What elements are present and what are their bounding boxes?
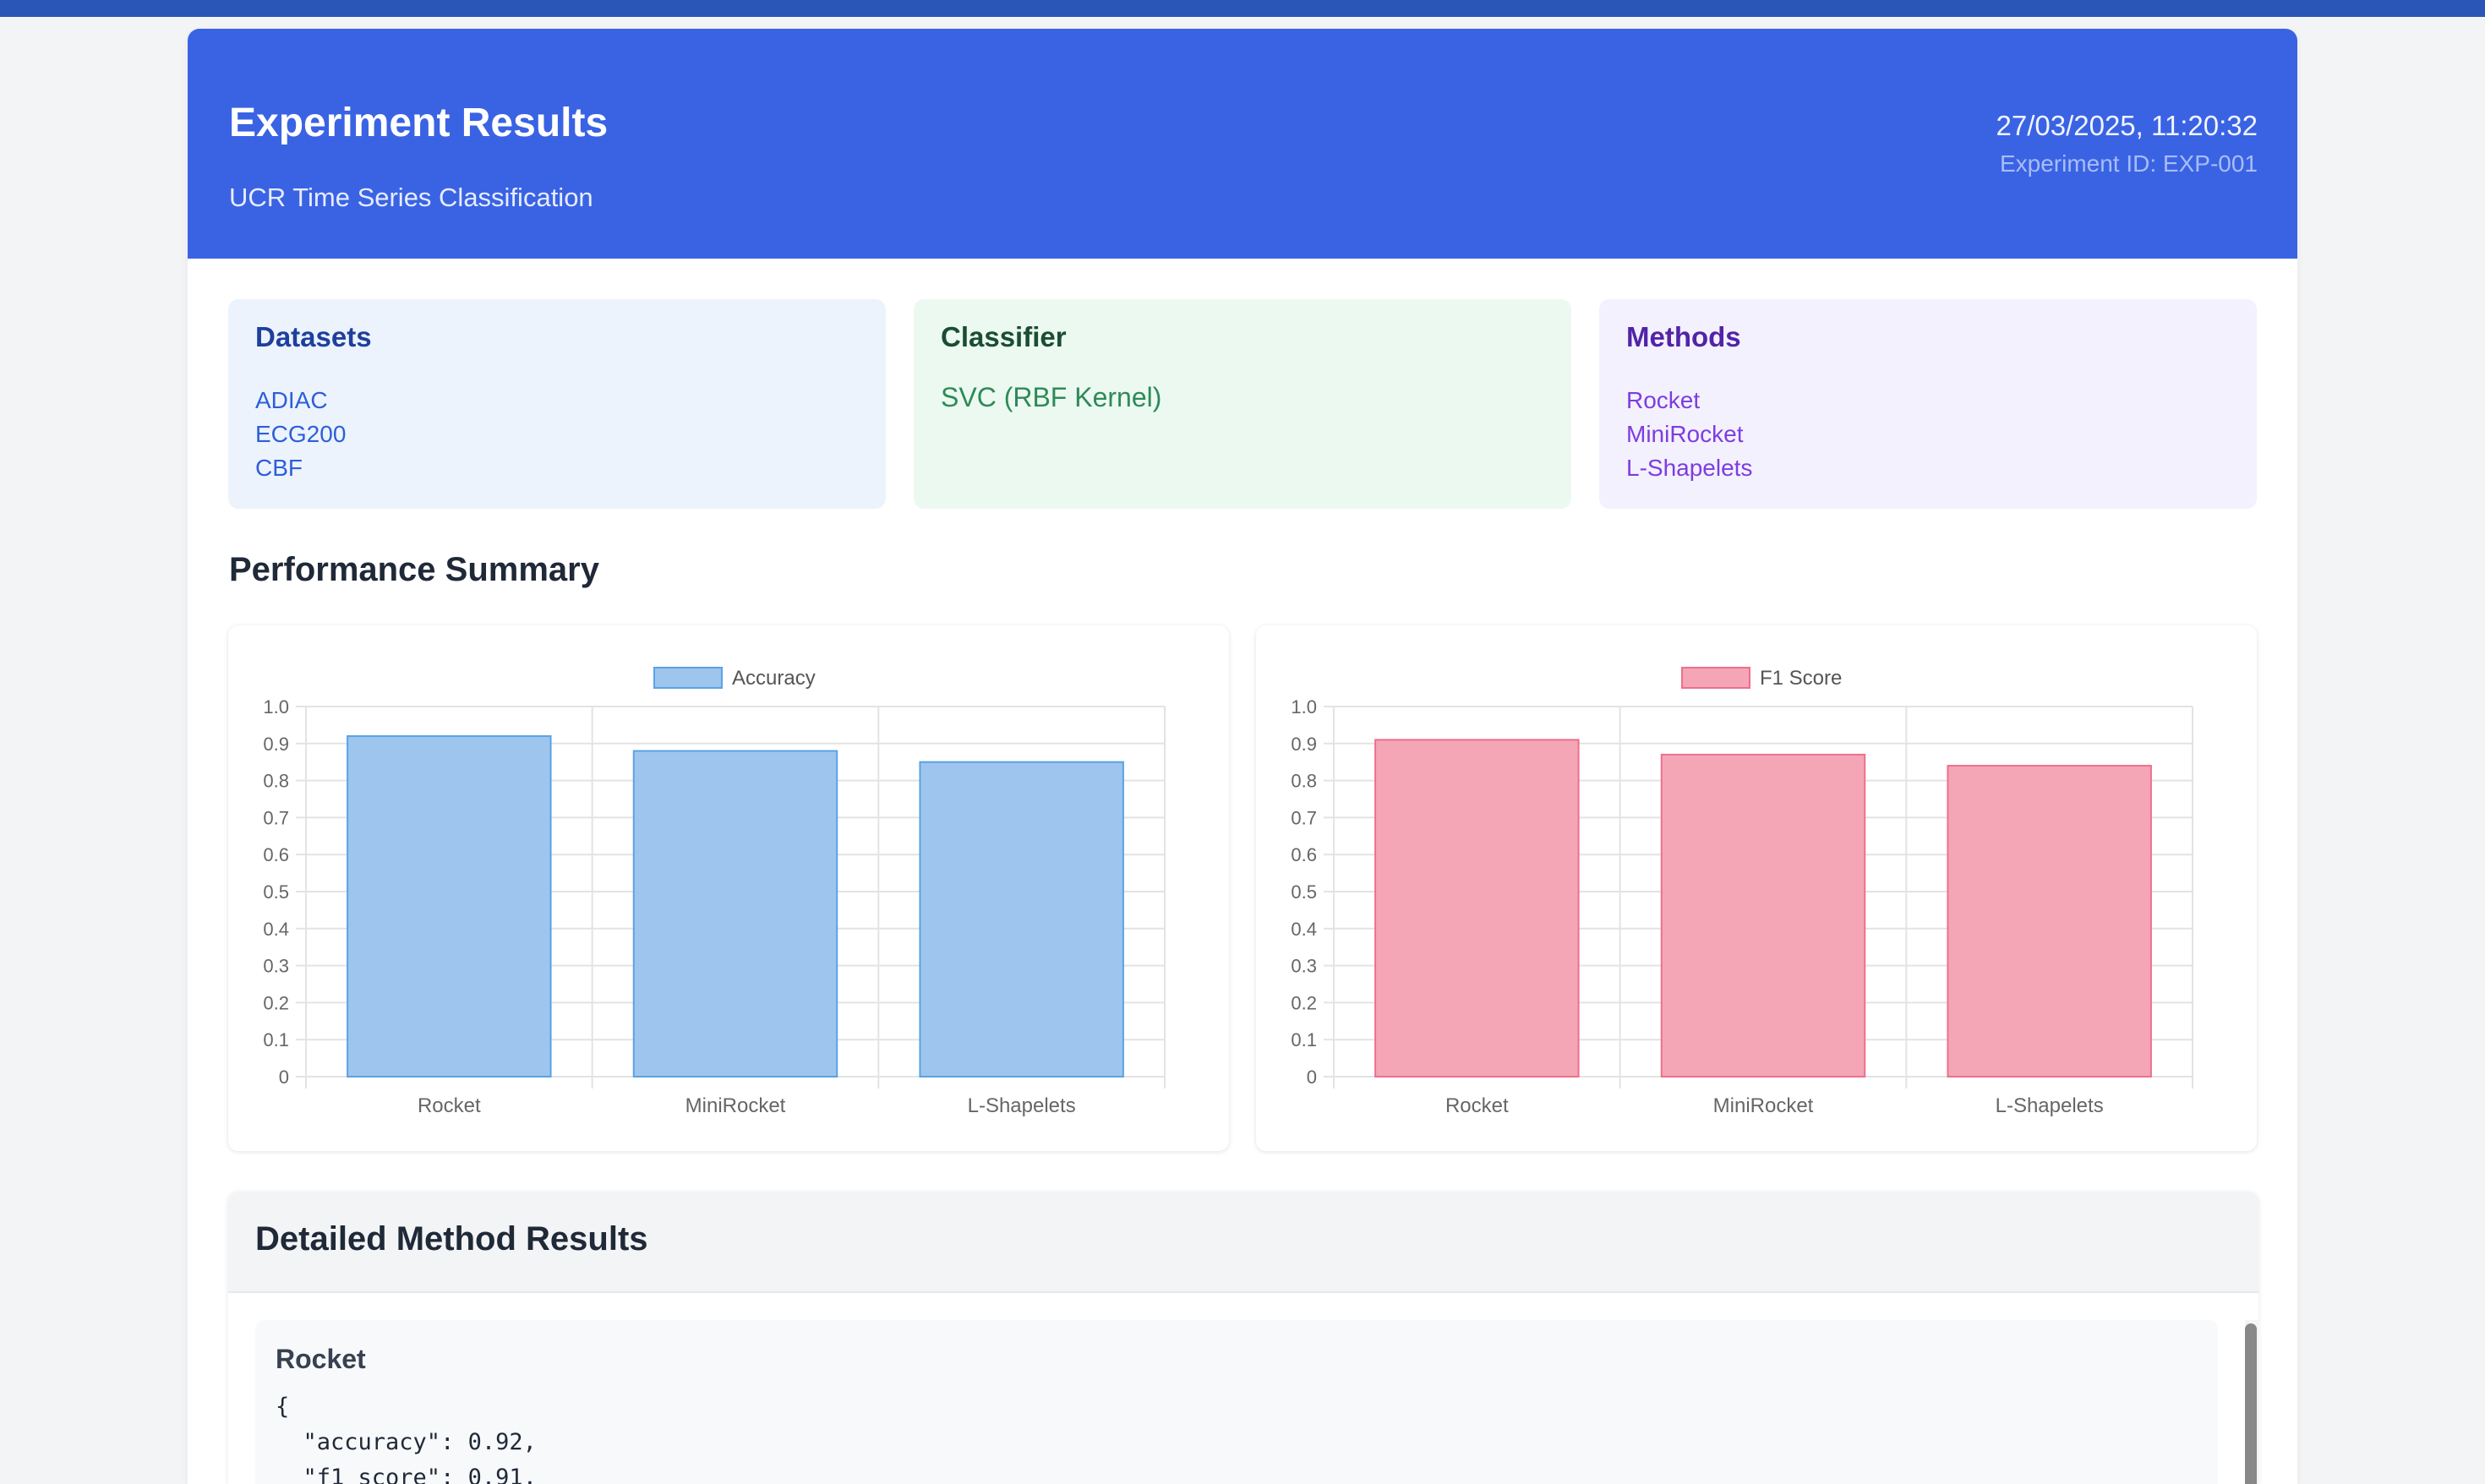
detailed-results-title: Detailed Method Results [255, 1220, 648, 1258]
y-tick-label: 0 [1307, 1067, 1317, 1088]
detailed-results-panel: Detailed Method Results Rocket { "accura… [228, 1192, 2258, 1484]
bar [632, 750, 838, 1078]
x-tick-label: Rocket [418, 1094, 481, 1117]
y-tick-label: 0.2 [263, 992, 289, 1013]
methods-panel: Methods Rocket MiniRocket L-Shapelets [1599, 299, 2257, 509]
dataset-item: CBF [255, 455, 303, 481]
x-tick-label: MiniRocket [685, 1094, 786, 1117]
dataset-item: ECG200 [255, 421, 347, 447]
performance-summary-title: Performance Summary [229, 551, 599, 588]
x-tick-label: L-Shapelets [968, 1094, 1076, 1117]
scrollbar-thumb[interactable] [2245, 1323, 2257, 1484]
x-tick-label: L-Shapelets [1996, 1094, 2104, 1117]
y-tick-label: 0.9 [1291, 734, 1317, 755]
x-tick-label: Rocket [1445, 1094, 1509, 1117]
datasets-title: Datasets [255, 321, 372, 352]
method-item: MiniRocket [1626, 421, 1744, 447]
methods-title: Methods [1626, 321, 1741, 352]
datasets-panel: Datasets ADIAC ECG200 CBF [228, 299, 886, 509]
method-result-card: Rocket { "accuracy": 0.92, "f1_score": 0… [255, 1320, 2218, 1484]
bar [1947, 765, 2152, 1078]
y-tick-label: 0.6 [1291, 844, 1317, 865]
y-tick-label: 0.5 [263, 881, 289, 903]
bar [919, 761, 1124, 1078]
classifier-panel: Classifier SVC (RBF Kernel) [914, 299, 1571, 509]
methods-list: Rocket MiniRocket L-Shapelets [1626, 384, 1752, 485]
results-card: Experiment Results UCR Time Series Class… [188, 29, 2297, 1484]
dataset-item: ADIAC [255, 387, 328, 413]
classifier-title: Classifier [941, 321, 1067, 352]
top-bar [0, 0, 2485, 17]
bar [347, 735, 552, 1078]
legend-swatch [1681, 667, 1750, 689]
y-tick-label: 0.9 [263, 734, 289, 755]
page-subtitle: UCR Time Series Classification [229, 183, 593, 212]
y-tick-label: 0.3 [263, 956, 289, 977]
y-tick-label: 0 [279, 1067, 289, 1088]
legend-swatch [653, 667, 723, 689]
y-tick-label: 0.8 [263, 771, 289, 792]
classifier-value: SVC (RBF Kernel) [941, 382, 1162, 412]
y-tick-label: 0.1 [263, 1029, 289, 1050]
page-title: Experiment Results [229, 101, 609, 145]
timestamp: 27/03/2025, 11:20:32 [1996, 110, 2258, 141]
y-tick-label: 0.8 [1291, 771, 1317, 792]
y-tick-label: 1.0 [1291, 696, 1317, 717]
json-line: "accuracy": 0.92, [276, 1429, 537, 1455]
y-tick-label: 0.6 [263, 844, 289, 865]
json-line: "f1_score": 0.91, [276, 1465, 537, 1484]
y-tick-label: 0.1 [1291, 1029, 1317, 1050]
detailed-results-header: Detailed Method Results [228, 1192, 2258, 1293]
method-result-name: Rocket [276, 1344, 366, 1374]
f1-score-chart: 0 0.1 0.2 0.3 0.4 0.5 0.6 0.7 0.8 0.9 1.0 Rocket Min… [1256, 625, 2257, 1151]
method-item: L-Shapelets [1626, 455, 1753, 481]
y-tick-label: 0.7 [263, 807, 289, 828]
accuracy-chart: 0 0.1 0.2 0.3 0.4 0.5 0.6 0.7 0.8 0.9 1.0 Rocket Min… [228, 625, 1229, 1151]
legend-label: F1 Score [1760, 667, 1842, 690]
y-tick-label: 0.4 [1291, 919, 1317, 940]
y-tick-label: 0.2 [1291, 992, 1317, 1013]
y-tick-label: 0.5 [1291, 881, 1317, 903]
legend-label: Accuracy [732, 667, 816, 690]
x-tick-label: MiniRocket [1713, 1094, 1814, 1117]
y-tick-label: 0.3 [1291, 956, 1317, 977]
json-line: { [276, 1394, 290, 1420]
bar [1660, 753, 1866, 1078]
method-item: Rocket [1626, 387, 1701, 413]
y-tick-label: 0.4 [263, 919, 289, 940]
method-result-json: { "accuracy": 0.92, "f1_score": 0.91, [276, 1389, 537, 1484]
accuracy-chart-svg: 0 0.1 0.2 0.3 0.4 0.5 0.6 0.7 0.8 0.9 1.0 Rocket Min… [263, 667, 1166, 1117]
experiment-id: Experiment ID: EXP-001 [1999, 150, 2258, 177]
y-tick-label: 0.7 [1291, 807, 1317, 828]
bar [1374, 739, 1580, 1078]
f1-score-chart-svg: 0 0.1 0.2 0.3 0.4 0.5 0.6 0.7 0.8 0.9 1.0 Rocket Min… [1291, 667, 2193, 1117]
datasets-list: ADIAC ECG200 CBF [255, 384, 346, 485]
results-header: Experiment Results UCR Time Series Class… [188, 29, 2297, 259]
y-tick-label: 1.0 [263, 696, 289, 717]
